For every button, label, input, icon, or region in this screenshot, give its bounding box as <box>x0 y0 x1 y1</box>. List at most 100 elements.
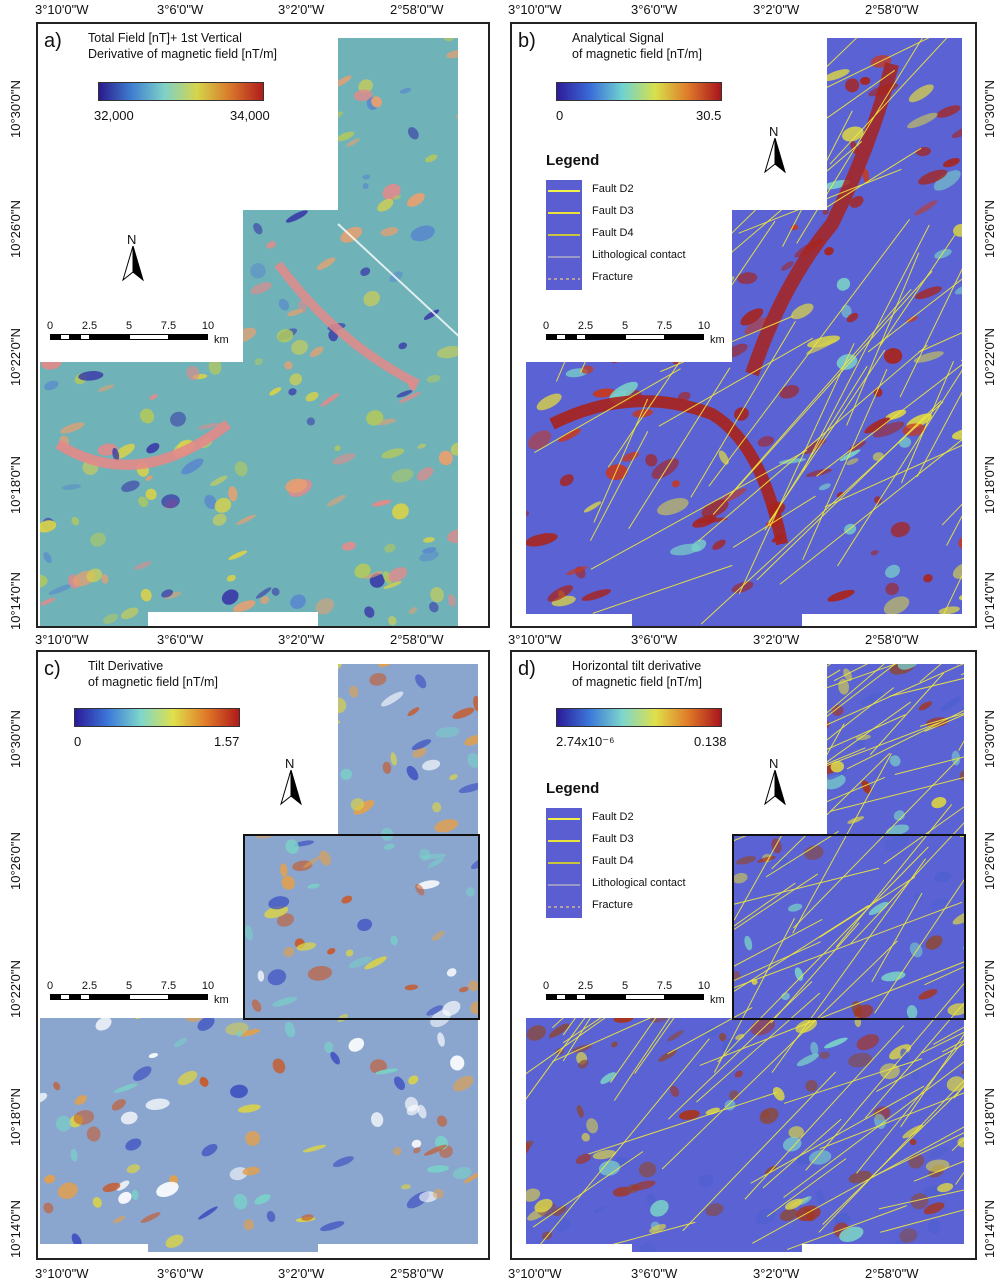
lat-tick-label: 10°26'0"N <box>982 832 997 890</box>
scale-bar-segment <box>168 334 208 340</box>
north-label: N <box>769 124 779 139</box>
legend-line-symbol <box>548 234 580 236</box>
lat-tick-label: 10°26'0"N <box>8 832 23 890</box>
colorbar-min-label: 0 <box>556 108 564 123</box>
lon-tick-label: 3°2'0"W <box>753 1266 800 1281</box>
lon-tick-label: 3°6'0"W <box>631 632 678 647</box>
lat-tick-label: 10°30'0"N <box>8 710 23 768</box>
legend-swatch <box>546 180 582 202</box>
map-legend: Legend Fault D2 Fault D3 Fault D4 Lithologic… <box>546 780 746 930</box>
legend-item-label: Fault D4 <box>592 855 634 867</box>
lon-tick-label: 3°10'0"W <box>508 632 562 647</box>
scale-bar-segment <box>129 334 169 340</box>
colorbar-max-label: 0.138 <box>694 734 727 749</box>
colorbar <box>74 708 240 727</box>
lon-tick-label: 2°58'0"W <box>390 1266 444 1281</box>
lon-tick-label: 3°10'0"W <box>508 1266 562 1281</box>
scale-tick-label: 10 <box>201 320 215 332</box>
legend-item-label: Fracture <box>592 271 633 283</box>
panel-d: d) Horizontal tilt derivative of magnetic … <box>510 650 977 1260</box>
lat-tick-label: 10°26'0"N <box>982 200 997 258</box>
scale-tick-label: 0 <box>46 980 54 992</box>
north-arrow-icon: N <box>762 124 788 174</box>
scale-tick-label: 0 <box>542 320 550 332</box>
scale-unit-label: km <box>214 994 229 1006</box>
scale-bar-segment <box>69 994 80 1000</box>
lat-tick-label: 10°22'0"N <box>982 328 997 386</box>
colorbar <box>556 708 722 727</box>
lat-tick-label: 10°18'0"N <box>8 1088 23 1146</box>
colorbar-max-label: 34,000 <box>230 108 270 123</box>
scale-bar-segment <box>555 334 566 340</box>
legend-item-label: Fault D2 <box>592 183 634 195</box>
legend-item-label: Fault D3 <box>592 833 634 845</box>
scale-tick-label: 7.5 <box>656 980 673 992</box>
legend-line-symbol <box>548 278 580 280</box>
panel-label: c) <box>44 658 61 680</box>
lon-tick-label: 2°58'0"W <box>865 1266 919 1281</box>
scale-bar-segment <box>89 994 129 1000</box>
scale-unit-label: km <box>214 334 229 346</box>
panel-title-line2: of magnetic field [nT/m] <box>572 675 702 689</box>
map-raster <box>40 38 458 626</box>
scale-bar-segment <box>625 994 665 1000</box>
scale-bar-segment <box>575 334 586 340</box>
lon-tick-label: 3°6'0"W <box>631 1266 678 1281</box>
scale-bar-segment <box>59 994 70 1000</box>
lat-tick-label: 10°18'0"N <box>8 456 23 514</box>
colorbar-min-label: 0 <box>74 734 82 749</box>
legend-swatch <box>546 224 582 246</box>
legend-line-symbol <box>548 190 580 192</box>
north-label: N <box>127 232 137 247</box>
north-arrow-icon: N <box>120 232 146 282</box>
colorbar-max-label: 30.5 <box>696 108 722 123</box>
panel-c: c) Tilt Derivative of magnetic field [nT/m… <box>36 650 490 1260</box>
scale-bar-segment <box>585 334 625 340</box>
inset-boundary-box <box>732 834 966 1020</box>
lon-tick-label: 2°58'0"W <box>865 632 919 647</box>
lon-tick-label: 2°58'0"W <box>390 2 444 17</box>
panel-b: b) Analytical Signal of magnetic field [nT… <box>510 22 977 628</box>
scale-bar-segment <box>59 334 70 340</box>
scale-bar: 0 2.5 5 7.5 10 km <box>540 320 730 346</box>
lat-tick-label: 10°14'0"N <box>982 1200 997 1258</box>
legend-item-label: Lithological contact <box>592 877 686 889</box>
scale-bar-segment <box>50 334 60 340</box>
lon-tick-label: 3°2'0"W <box>278 2 325 17</box>
scale-tick-label: 7.5 <box>160 320 177 332</box>
scale-bar-segment <box>129 994 169 1000</box>
legend-swatch <box>546 246 582 268</box>
scale-bar-segment <box>79 334 90 340</box>
scale-tick-label: 10 <box>697 320 711 332</box>
lon-tick-label: 3°10'0"W <box>35 632 89 647</box>
lon-tick-label: 3°10'0"W <box>35 1266 89 1281</box>
legend-swatch <box>546 202 582 224</box>
legend-line-symbol <box>548 840 580 842</box>
scale-tick-label: 2.5 <box>577 980 594 992</box>
scale-tick-label: 7.5 <box>160 980 177 992</box>
north-label: N <box>285 756 295 771</box>
legend-swatch <box>546 808 582 830</box>
lon-tick-label: 3°10'0"W <box>35 2 89 17</box>
legend-swatch <box>546 268 582 290</box>
inset-boundary-box <box>243 834 480 1020</box>
lon-tick-label: 2°58'0"W <box>390 632 444 647</box>
scale-bar-segment <box>625 334 665 340</box>
map-raster <box>40 664 478 1252</box>
scale-bar-segment <box>664 994 704 1000</box>
scale-bar-segment <box>565 994 576 1000</box>
lat-tick-label: 10°14'0"N <box>8 1200 23 1258</box>
scale-tick-label: 2.5 <box>81 980 98 992</box>
scale-bar-graphic <box>546 994 704 1000</box>
lat-tick-label: 10°30'0"N <box>8 80 23 138</box>
scale-tick-label: 5 <box>125 980 133 992</box>
lon-tick-label: 3°10'0"W <box>508 2 562 17</box>
lat-tick-label: 10°22'0"N <box>8 960 23 1018</box>
panel-title-line1: Horizontal tilt derivative <box>572 659 702 673</box>
lat-tick-label: 10°18'0"N <box>982 1088 997 1146</box>
map-raster <box>526 664 964 1252</box>
scale-bar-segment <box>79 994 90 1000</box>
scale-bar-segment <box>546 334 556 340</box>
panel-title-line1: Tilt Derivative <box>88 659 164 673</box>
scale-tick-label: 7.5 <box>656 320 673 332</box>
